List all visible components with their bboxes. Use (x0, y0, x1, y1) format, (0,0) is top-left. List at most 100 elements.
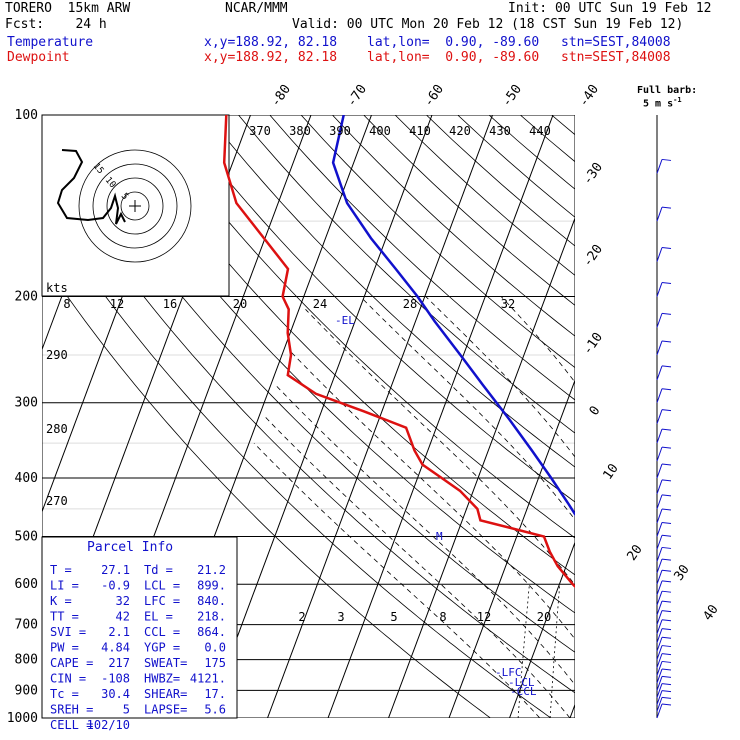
dry-adiabat (144, 115, 575, 539)
wind-barb-flag (661, 479, 672, 482)
wind-barb (656, 479, 663, 495)
theta-label: 380 (289, 124, 311, 138)
moist-adiabat (305, 309, 575, 586)
theta-label-left: 280 (46, 422, 68, 436)
dewpoint-xy: x,y=188.92, 82.18 (204, 50, 338, 65)
pressure-tick-label: 600 (15, 577, 38, 592)
parcel-label: SHEAR= (144, 687, 187, 701)
wind-barb-flag (661, 590, 672, 593)
parcel-label: Td = (144, 563, 173, 577)
isotherm-line (631, 115, 740, 718)
isotherm-label: -40 (576, 82, 602, 110)
org-label: NCAR/MMM (225, 1, 288, 16)
hodograph-ring (78, 149, 192, 263)
wind-barb-flag (661, 494, 672, 497)
mixing-ratio-label: 8 (439, 610, 446, 624)
isotherm-label: 30 (671, 562, 692, 583)
moist-adiabat (288, 349, 575, 640)
dry-adiabat (42, 258, 491, 718)
parcel-label: CAPE = (50, 656, 93, 670)
parcel-value: 840. (197, 594, 226, 608)
parcel-value: 899. (197, 579, 226, 593)
mixing-ratio-label: 5 (390, 610, 397, 624)
pressure-tick-label: 300 (15, 396, 38, 411)
level-annotation-lfc: -LFC (495, 666, 522, 679)
mixing-ratio-label: 20 (537, 610, 551, 624)
wind-barb (656, 645, 663, 660)
dry-adiabat (394, 115, 575, 276)
isotherm-line (448, 378, 575, 718)
wind-barb-flag (661, 158, 672, 161)
barb-legend-value: 5 m s-1 (643, 95, 682, 109)
wind-barb (656, 570, 663, 585)
wind-barb-flag (661, 312, 672, 315)
theta-label: 400 (369, 124, 391, 138)
mixing-ratio-line (549, 584, 561, 718)
isotherm-label: 10 (600, 461, 621, 482)
hodograph-scale-label: kts (46, 281, 68, 295)
wind-barb (656, 494, 663, 510)
dry-adiabat (363, 115, 575, 306)
wind-barb (656, 653, 663, 668)
wind-barb-flag (661, 668, 672, 671)
hodograph-trace (56, 149, 126, 225)
dry-adiabat (614, 115, 740, 718)
pressure-tick-label: 900 (15, 683, 38, 698)
init-time: Init: 00 UTC Sun 19 Feb 12 (508, 1, 712, 16)
wind-barb-flag (661, 558, 672, 561)
wind-barb (656, 313, 663, 328)
wind-barb-flag (661, 282, 672, 285)
pressure-tick-label: 800 (15, 653, 38, 668)
wind-barb (656, 282, 663, 297)
level-annotation-m: M (436, 530, 443, 543)
pressure-tick-label: 200 (15, 290, 38, 305)
parcel-label: CIN = (50, 672, 86, 686)
wind-barb (656, 703, 663, 719)
pressure-tick-label: 500 (15, 529, 38, 544)
wind-barb-flag (661, 580, 672, 583)
wind-barb (656, 409, 663, 424)
parcel-title: Parcel Info (87, 540, 173, 555)
parcel-label: LI = (50, 579, 79, 593)
dry-adiabat (81, 115, 575, 614)
temperature-latlon: lat,lon= 0.90, -89.60 (367, 35, 540, 50)
parcel-value: 2.1 (108, 625, 130, 639)
hodograph-scale-label: 8 (63, 297, 70, 311)
mixing-ratio-line (517, 584, 530, 718)
parcel-value: 27.1 (101, 563, 130, 577)
dry-adiabat (269, 115, 575, 401)
hodograph-scale-label: 24 (313, 297, 327, 311)
wind-barb-flag (661, 388, 672, 391)
mixing-ratio-line (719, 584, 720, 718)
parcel-value: 175 (204, 656, 226, 670)
parcel-label: SVI = (50, 625, 86, 639)
wind-barb (656, 610, 663, 625)
isotherm-label: -80 (268, 82, 294, 110)
wind-barb (656, 600, 663, 616)
hodograph-ring-label: 5 (119, 192, 130, 203)
wind-barb (656, 340, 663, 356)
barb-legend-exponent: -1 (673, 96, 682, 104)
parcel-value: 4.84 (101, 641, 130, 655)
wind-barb (656, 683, 663, 698)
moist-adiabat (253, 442, 541, 718)
dry-adiabat (583, 115, 740, 718)
parcel-label: LCL = (144, 579, 180, 593)
wind-barb (656, 535, 663, 550)
mixing-ratio-line (671, 584, 674, 718)
isotherm-label: -70 (344, 82, 370, 110)
level-annotation-ccl: -CCL (510, 685, 537, 698)
pressure-tick-label: 700 (15, 618, 38, 633)
moist-adiabat (646, 297, 740, 719)
isotherm-label: -50 (499, 82, 525, 110)
isotherm-label: -30 (580, 160, 606, 188)
moist-adiabat (360, 296, 575, 521)
wind-barb (656, 428, 663, 444)
parcel-value: 32 (116, 594, 130, 608)
parcel-box-frame (41, 536, 238, 719)
parcel-label: Tc = (50, 687, 79, 701)
parcel-label: YGP = (144, 641, 180, 655)
wind-barb-flag (661, 696, 672, 699)
theta-label-left: 290 (46, 348, 68, 362)
